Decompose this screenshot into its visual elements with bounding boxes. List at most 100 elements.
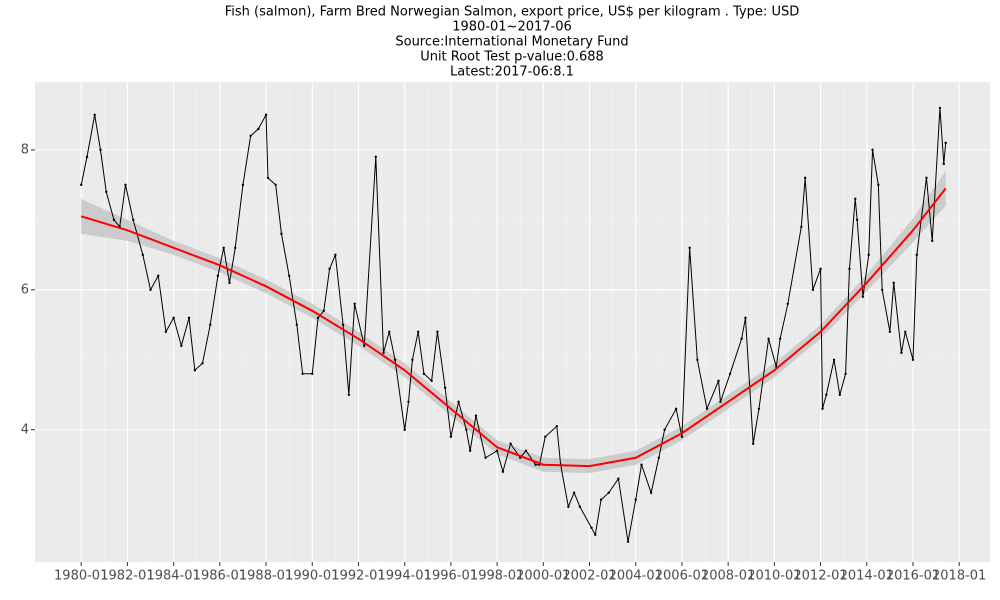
data-point xyxy=(411,358,414,361)
data-point xyxy=(838,393,842,396)
annotation: Unit Root Test p-value:0.688 xyxy=(420,50,604,65)
data-point xyxy=(821,407,824,410)
data-point xyxy=(347,393,351,396)
data-point xyxy=(311,372,314,375)
data-point xyxy=(484,456,487,459)
data-point xyxy=(855,218,859,222)
annotation: Latest:2017-06:8.1 xyxy=(450,65,574,80)
data-point xyxy=(149,288,152,292)
data-point xyxy=(819,267,822,271)
x-tick-label: 2012-01 xyxy=(793,569,847,584)
data-point xyxy=(786,302,790,306)
data-point xyxy=(938,106,942,110)
data-point xyxy=(719,400,722,403)
data-point xyxy=(105,190,108,194)
data-point xyxy=(328,267,331,271)
data-point xyxy=(228,281,231,285)
data-point xyxy=(626,540,630,543)
x-tick-label: 2000-01 xyxy=(516,569,570,584)
x-tick-label: 1994-01 xyxy=(378,569,432,584)
data-point xyxy=(316,316,320,320)
source: Source:International Monetary Fund xyxy=(395,35,628,50)
data-point xyxy=(363,344,366,347)
data-point xyxy=(388,330,391,333)
data-point xyxy=(85,155,89,159)
data-point xyxy=(457,400,460,403)
data-point xyxy=(854,197,857,201)
data-point xyxy=(663,428,666,431)
data-point xyxy=(617,477,620,480)
data-point xyxy=(374,155,377,159)
data-point xyxy=(800,225,803,229)
y-tick-label: 6 xyxy=(21,282,29,297)
data-point xyxy=(680,435,684,438)
data-point xyxy=(640,463,643,466)
data-point xyxy=(209,323,212,326)
data-point xyxy=(295,323,299,326)
data-point xyxy=(131,218,135,222)
data-point xyxy=(274,183,277,187)
data-point xyxy=(572,491,576,494)
data-point xyxy=(767,337,770,340)
x-tick-label: 2010-01 xyxy=(747,569,801,584)
data-point xyxy=(657,456,661,459)
data-point xyxy=(157,274,160,278)
data-point xyxy=(744,316,747,320)
data-point xyxy=(474,414,478,417)
plot-panel xyxy=(35,82,990,562)
data-point xyxy=(403,428,406,431)
data-point xyxy=(904,330,907,333)
data-point xyxy=(465,428,468,431)
data-point xyxy=(877,183,880,187)
data-point xyxy=(280,232,283,236)
data-point xyxy=(524,449,528,452)
data-point xyxy=(911,358,915,361)
data-point xyxy=(578,505,582,508)
data-point xyxy=(501,470,505,473)
y-tick-label: 4 xyxy=(21,422,29,437)
chart-subtitle: 1980-01~2017-06 xyxy=(452,20,572,35)
data-point xyxy=(495,449,499,452)
data-point xyxy=(222,246,225,250)
data-point xyxy=(449,435,453,438)
data-point xyxy=(124,183,127,187)
x-tick-label: 1998-01 xyxy=(470,569,524,584)
data-point xyxy=(422,372,426,375)
data-point xyxy=(99,148,102,152)
data-point xyxy=(590,526,593,529)
data-point xyxy=(599,498,603,501)
marks xyxy=(80,106,947,543)
data-point xyxy=(880,288,884,292)
data-point xyxy=(80,183,83,187)
x-tick-label: 2016-01 xyxy=(886,569,940,584)
x-tick-label: 2006-01 xyxy=(655,569,709,584)
data-point xyxy=(757,407,761,410)
data-point xyxy=(180,344,183,347)
data-point xyxy=(892,281,895,285)
data-point xyxy=(867,253,870,257)
data-point xyxy=(931,239,934,243)
data-point xyxy=(264,113,268,117)
data-point xyxy=(634,498,637,501)
data-point xyxy=(696,358,699,361)
data-point xyxy=(717,379,720,382)
data-point xyxy=(249,134,252,138)
data-point xyxy=(848,267,851,271)
data-point xyxy=(740,337,743,340)
data-point xyxy=(778,337,782,340)
data-point xyxy=(944,141,947,145)
data-point xyxy=(888,330,892,333)
data-point xyxy=(164,330,168,333)
x-tick-label: 1996-01 xyxy=(424,569,478,584)
data-point xyxy=(567,505,570,508)
data-point xyxy=(509,442,512,445)
data-point xyxy=(825,393,828,396)
x-tick-label: 2008-01 xyxy=(701,569,755,584)
data-point xyxy=(193,369,197,372)
data-point xyxy=(353,302,356,306)
data-point xyxy=(187,316,191,320)
x-tick-label: 1992-01 xyxy=(331,569,385,584)
data-point xyxy=(871,148,874,152)
data-point xyxy=(832,358,836,361)
chart-title: Fish (salmon), Farm Bred Norwegian Salmo… xyxy=(225,5,799,20)
